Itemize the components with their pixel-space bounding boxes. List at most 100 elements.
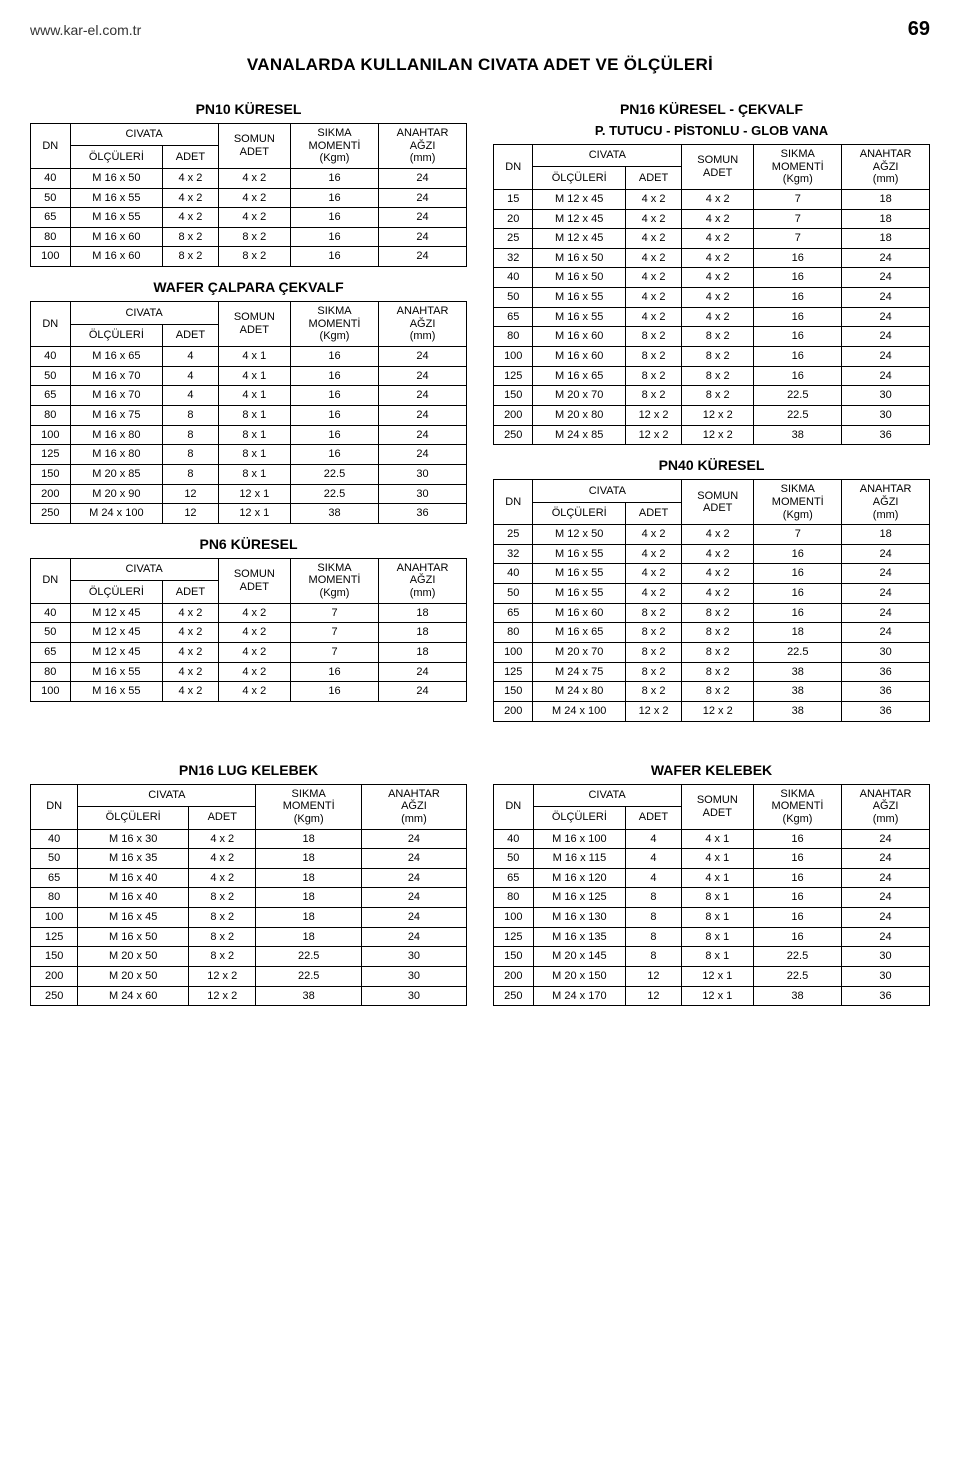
table-pn6-kuresel: PN6 KÜRESELDNCIVATASOMUNADETSIKMAMOMENTİ… <box>30 536 467 702</box>
table-row: 50M 12 x 454 x 24 x 2718 <box>31 623 467 643</box>
table-cell: 24 <box>842 248 930 268</box>
table-cell: M 16 x 55 <box>70 208 163 228</box>
table-row: 80M 16 x 7588 x 11624 <box>31 405 467 425</box>
table-cell: M 24 x 100 <box>533 701 625 721</box>
table-row: 50M 16 x 554 x 24 x 21624 <box>494 288 930 308</box>
table-cell: 4 <box>163 347 218 367</box>
table-cell: 40 <box>31 347 71 367</box>
table-cell: M 16 x 130 <box>533 908 626 928</box>
table-cell: 12 <box>626 986 681 1006</box>
table-cell: 16 <box>753 849 841 869</box>
table-cell: 24 <box>379 168 467 188</box>
table-cell: 8 <box>626 908 681 928</box>
data-table: DNCIVATASOMUNADETSIKMAMOMENTİ(Kgm)ANAHTA… <box>30 123 467 267</box>
table-cell: 4 x 2 <box>682 209 754 229</box>
table-cell: 200 <box>494 966 534 986</box>
table-cell: 8 <box>626 927 681 947</box>
table-cell: 8 x 1 <box>681 888 753 908</box>
table-cell: 4 x 2 <box>163 682 218 702</box>
table-cell: 24 <box>842 347 930 367</box>
table-row: 50M 16 x 554 x 24 x 21624 <box>494 584 930 604</box>
table-cell: M 24 x 80 <box>533 682 625 702</box>
table-cell: 8 x 1 <box>218 464 290 484</box>
table-cell: 125 <box>31 445 71 465</box>
table-cell: 8 <box>163 464 218 484</box>
table-row: 100M 16 x 554 x 24 x 21624 <box>31 682 467 702</box>
table-cell: 65 <box>31 868 78 888</box>
table-cell: M 16 x 60 <box>70 227 163 247</box>
right-column: PN16 KÜRESEL - ÇEKVALFP. TUTUCU - PİSTON… <box>493 91 930 734</box>
table-cell: 8 x 1 <box>681 927 753 947</box>
table-cell: 16 <box>290 208 378 228</box>
table-cell: 12 x 2 <box>189 966 256 986</box>
table-cell: 24 <box>842 829 930 849</box>
col-anahtar: ANAHTARAĞZI(mm) <box>842 784 930 829</box>
table-row: 80M 16 x 554 x 24 x 21624 <box>31 662 467 682</box>
table-cell: 24 <box>842 908 930 928</box>
table-row: 150M 24 x 808 x 28 x 23836 <box>494 682 930 702</box>
table-cell: 12 <box>626 966 681 986</box>
table-cell: 38 <box>754 701 842 721</box>
table-cell: 22.5 <box>256 966 361 986</box>
col-somun: SOMUNADET <box>218 124 290 169</box>
table-row: 200M 20 x 5012 x 222.530 <box>31 966 467 986</box>
table-cell: 125 <box>494 662 533 682</box>
table-row: 80M 16 x 658 x 28 x 21824 <box>494 623 930 643</box>
table-row: 50M 16 x 11544 x 11624 <box>494 849 930 869</box>
table-cell: 12 x 2 <box>682 405 754 425</box>
table-cell: 24 <box>842 564 930 584</box>
table-row: 65M 16 x 608 x 28 x 21624 <box>494 603 930 623</box>
table-cell: 250 <box>31 986 78 1006</box>
table-cell: 4 x 2 <box>189 829 256 849</box>
table-cell: 4 x 2 <box>625 525 681 545</box>
table-cell: M 16 x 55 <box>70 662 163 682</box>
table-cell: 7 <box>754 189 842 209</box>
table-cell: 4 x 2 <box>218 662 290 682</box>
table-cell: 24 <box>379 366 467 386</box>
table-cell: 8 x 2 <box>682 366 754 386</box>
table-cell: 18 <box>256 927 361 947</box>
table-cell: M 20 x 85 <box>70 464 163 484</box>
col-anahtar: ANAHTARAĞZI(mm) <box>379 124 467 169</box>
table-cell: 22.5 <box>753 966 841 986</box>
table-cell: M 16 x 55 <box>70 682 163 702</box>
table-cell: M 16 x 120 <box>533 868 626 888</box>
table-cell: 36 <box>842 662 930 682</box>
col-olculeri: ÖLÇÜLERİ <box>533 502 625 524</box>
col-sikma: SIKMAMOMENTİ(Kgm) <box>290 124 378 169</box>
table-cell: 36 <box>842 701 930 721</box>
table-cell: 12 x 2 <box>625 425 681 445</box>
table-cell: 24 <box>842 849 930 869</box>
table-cell: 4 x 1 <box>681 868 753 888</box>
table-cell: 16 <box>290 425 378 445</box>
table-cell: 4 x 2 <box>625 229 681 249</box>
table-row: 65M 12 x 454 x 24 x 2718 <box>31 643 467 663</box>
table-cell: 16 <box>290 188 378 208</box>
table-cell: M 16 x 30 <box>78 829 189 849</box>
table-cell: 16 <box>290 247 378 267</box>
table-cell: 16 <box>754 327 842 347</box>
col-dn: DN <box>494 784 534 829</box>
table-cell: 80 <box>494 888 534 908</box>
col-olculeri: ÖLÇÜLERİ <box>70 146 163 168</box>
table-cell: 30 <box>842 643 930 663</box>
table-cell: M 16 x 35 <box>78 849 189 869</box>
table-cell: 16 <box>754 288 842 308</box>
data-table: DNCIVATASOMUNADETSIKMAMOMENTİ(Kgm)ANAHTA… <box>30 301 467 524</box>
table-row: 40M 12 x 454 x 24 x 2718 <box>31 603 467 623</box>
table-cell: 25 <box>494 229 533 249</box>
table-cell: 50 <box>494 584 533 604</box>
table-pn10-kuresel: PN10 KÜRESELDNCIVATASOMUNADETSIKMAMOMENT… <box>30 101 467 267</box>
col-civata: CIVATA <box>70 124 218 146</box>
table-cell: 18 <box>754 623 842 643</box>
table-cell: 16 <box>754 307 842 327</box>
table-cell: 40 <box>31 829 78 849</box>
table-cell: M 16 x 80 <box>70 425 163 445</box>
table-row: 100M 16 x 458 x 21824 <box>31 908 467 928</box>
left-column: PN10 KÜRESELDNCIVATASOMUNADETSIKMAMOMENT… <box>30 91 467 734</box>
table-row: 40M 16 x 304 x 21824 <box>31 829 467 849</box>
table-cell: 8 <box>626 947 681 967</box>
table-cell: 30 <box>842 405 930 425</box>
table-cell: 40 <box>494 829 534 849</box>
table-cell: 8 x 1 <box>681 908 753 928</box>
